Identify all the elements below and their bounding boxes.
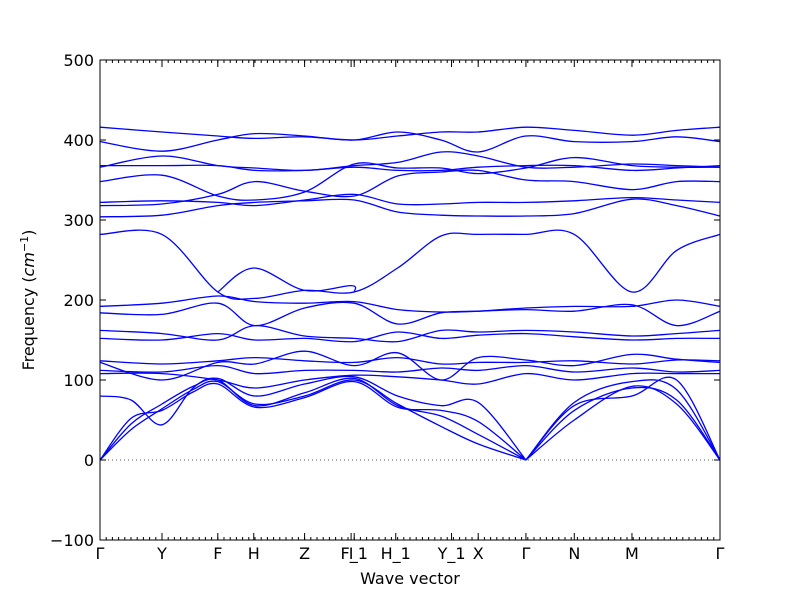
band-line-3 <box>99 380 527 461</box>
x-tick-label-0: Γ <box>96 544 105 563</box>
band-line-7 <box>525 379 721 461</box>
x-tick-label-3: H <box>248 544 260 563</box>
x-tick-label-7: H_1 <box>381 544 411 564</box>
band-line-19 <box>99 198 721 218</box>
y-tick-label: 300 <box>63 211 94 230</box>
y-tick-label: 0 <box>84 451 94 470</box>
band-line-8 <box>525 376 721 461</box>
band-line-10 <box>99 364 721 375</box>
y-axis-label-exponent: −1 <box>18 236 31 252</box>
x-tick-label-6: F_1 <box>341 544 368 564</box>
x-tick-label-2: F <box>213 544 222 563</box>
x-tick-label-1: Y <box>156 544 167 563</box>
y-tick-label: −100 <box>50 531 94 550</box>
band-line-20 <box>99 193 721 207</box>
band-line-14 <box>99 324 721 343</box>
x-axis-label: Wave vector <box>360 569 460 588</box>
band-line-1 <box>99 379 527 461</box>
band-line-12 <box>99 356 721 365</box>
band-line-15 <box>99 301 721 327</box>
y-axis-label-unit: cm <box>19 252 38 276</box>
band-line-2 <box>99 377 527 461</box>
y-tick-label: 500 <box>63 51 94 70</box>
y-axis-label: Frequency (cm−1) <box>18 230 39 371</box>
band-line-5 <box>525 385 721 461</box>
band-line-22 <box>99 156 721 201</box>
band-line-26 <box>99 126 721 141</box>
band-lines <box>99 126 721 461</box>
band-line-11 <box>99 350 721 381</box>
band-line-24 <box>100 164 721 172</box>
y-tick-label: 200 <box>63 291 94 310</box>
band-line-18 <box>217 267 357 293</box>
plot-frame <box>99 59 721 541</box>
y-tick-label: 100 <box>63 371 94 390</box>
band-line-13 <box>99 331 721 343</box>
x-tick-label-4: Z <box>299 544 310 563</box>
x-tick-label-8: Y_1 <box>437 544 466 564</box>
band-line-9 <box>99 372 720 389</box>
band-line-17 <box>99 229 721 300</box>
y-axis-ticks: −100 0 100 200 300 400 500 <box>50 51 720 550</box>
band-line-25 <box>99 131 721 153</box>
y-tick-label: 400 <box>63 131 94 150</box>
y-axis-label-close: ) <box>19 230 38 236</box>
x-tick-label-12: M <box>625 544 639 563</box>
band-line-6 <box>525 386 721 461</box>
x-tick-label-13: Γ <box>716 544 725 563</box>
band-line-16 <box>99 295 721 313</box>
x-tick-label-11: N <box>568 544 580 563</box>
x-tick-label-9: X <box>473 544 484 563</box>
band-line-4 <box>99 375 527 461</box>
y-axis-label-base: Frequency ( <box>19 276 38 370</box>
x-tick-label-5: I <box>349 544 354 563</box>
x-tick-label-10: Γ <box>521 544 530 563</box>
band-line-21 <box>99 169 721 207</box>
